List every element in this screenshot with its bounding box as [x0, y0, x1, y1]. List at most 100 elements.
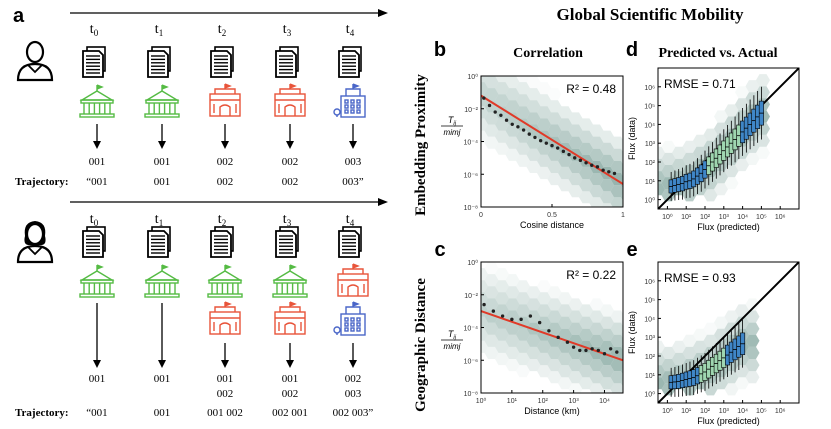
hexbin-cell: [610, 359, 623, 372]
hexbin-cell: [547, 298, 562, 311]
hexbin-cell: [661, 359, 676, 372]
tower: [279, 306, 301, 312]
hexbin-cell: [756, 74, 770, 87]
x-tick-label: 10²: [700, 408, 711, 415]
document-front-page: [210, 230, 232, 258]
y-tick-label: 10⁻⁴: [464, 326, 479, 333]
time-label: t4: [346, 22, 355, 38]
trajectory-entry: 003”: [342, 176, 364, 188]
x-tick-label: 10⁴: [737, 408, 748, 415]
hexbin-cell: [724, 371, 739, 384]
hexbin-cell: [579, 118, 593, 131]
binned-mean-point: [487, 103, 492, 108]
hexbin-cell: [745, 334, 760, 347]
affiliation-arrow-head: [286, 360, 294, 368]
hexbin-cell: [658, 377, 665, 390]
tower: [342, 268, 364, 274]
x-tick-label: 10⁴: [599, 398, 610, 405]
entablature: [208, 279, 242, 284]
hexbin-cell: [495, 268, 509, 281]
hexbin-cell: [589, 371, 604, 384]
document-front-page: [82, 230, 104, 258]
hexbin-cell: [537, 292, 551, 305]
window: [356, 327, 361, 332]
x-tick-label: 10²: [700, 214, 711, 221]
hexbin-cell: [537, 280, 551, 293]
hexbin-cell: [505, 88, 520, 101]
hexbin-cell: [547, 310, 562, 323]
hexbin-cell: [505, 148, 520, 161]
institution-icon: [337, 263, 369, 297]
hexbin-cell: [558, 328, 572, 341]
hexbin-cell: [568, 383, 583, 393]
institution-icon: [333, 301, 366, 336]
hexbin-cell: [484, 346, 499, 359]
row-label-geographic: Geographic Distance: [413, 278, 429, 412]
hexbin-cell: [714, 171, 728, 184]
hexbin-cell: [547, 322, 562, 335]
hexbin-cell: [495, 130, 509, 143]
document-front-page: [210, 50, 232, 78]
hexbin-cell: [516, 328, 530, 341]
binned-mean-point: [555, 146, 560, 150]
y-tick-label: 10⁻⁸: [464, 205, 478, 212]
affiliation-arrow-head: [221, 360, 229, 368]
researcher-collar: [27, 64, 43, 74]
researcher-collar: [27, 246, 43, 256]
institution-icon: [79, 84, 115, 118]
fraction-numerator: Tij: [448, 115, 457, 127]
x-tick-label: 10⁰: [662, 213, 673, 221]
hexbin-cell: [579, 130, 593, 143]
document-front-page: [147, 50, 169, 78]
hexbin-cell: [600, 316, 614, 329]
roof: [144, 90, 180, 101]
roof: [79, 270, 115, 281]
hexbin-cell: [661, 152, 676, 165]
y-tick-label: 10²: [645, 160, 656, 167]
plot-area: [481, 268, 623, 393]
flag: [161, 264, 169, 270]
hexbin-cell: [756, 146, 770, 159]
document-icon: [338, 46, 362, 78]
affiliation-code: 001: [217, 373, 234, 385]
hexbin-cell: [579, 352, 593, 366]
hexbin-cell: [600, 365, 614, 378]
x-tick-label: 10⁰: [476, 397, 487, 405]
time-label: t4: [346, 212, 355, 228]
y-tick-label: 10⁻²: [464, 293, 478, 300]
hexbin-cell: [735, 377, 749, 390]
hexbin-cell: [537, 316, 551, 329]
y-tick-label: 10⁴: [644, 316, 655, 323]
x-axis-label: Cosine distance: [520, 220, 584, 230]
hexbin-cell: [495, 280, 509, 293]
binned-mean-point: [533, 135, 537, 140]
column-title-predicted: Predicted vs. Actual: [658, 46, 777, 61]
y-tick-label: 10⁻⁶: [464, 172, 478, 179]
y-tick-label: 10¹: [645, 179, 656, 186]
trajectory-entry: 001 002: [207, 407, 243, 419]
flag: [224, 301, 232, 307]
trajectory-entry: “001: [86, 407, 107, 419]
hexbin-cell: [537, 82, 551, 95]
hexbin-cell: [714, 377, 728, 390]
hexbin-cell: [547, 124, 562, 137]
binned-mean-point: [584, 161, 588, 165]
hexbin-cell: [579, 365, 593, 378]
document-icon: [82, 226, 106, 258]
document-front-page: [338, 230, 360, 258]
window: [344, 99, 349, 104]
hexbin-cell: [745, 152, 760, 165]
hexbin-cell: [693, 146, 707, 159]
hexbin-cell: [484, 76, 499, 89]
time-label: t2: [218, 22, 226, 38]
hexbin-cell: [558, 316, 572, 329]
y-axis-label: Flux (data): [627, 311, 637, 354]
roof: [79, 90, 115, 101]
hexbin-cell: [526, 286, 541, 299]
document-icon: [147, 46, 171, 78]
document-icon: [275, 46, 299, 78]
binned-mean-point: [607, 170, 611, 174]
x-tick-label: 10⁶: [775, 214, 786, 221]
hexbin-cell: [526, 148, 541, 161]
document-icon: [275, 226, 299, 258]
